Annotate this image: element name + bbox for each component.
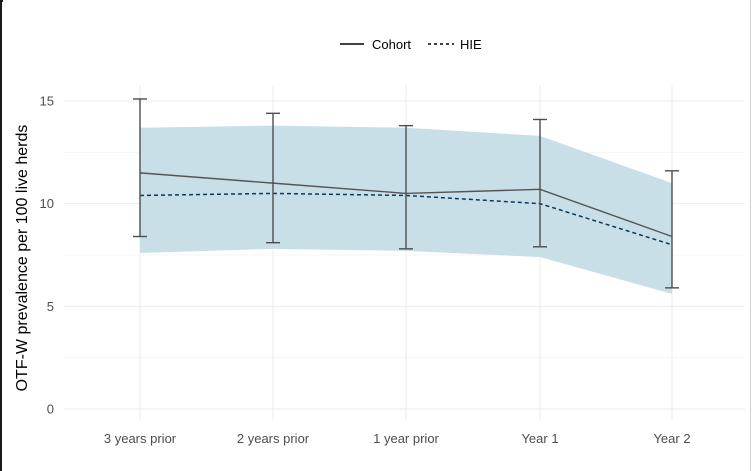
x-tick-label-0: 3 years prior [104,431,177,446]
legend-label-cohort: Cohort [372,37,411,52]
y-tick-label-3: 15 [40,94,54,109]
y-axis-label: OTF-W prevalence per 100 live herds [14,125,31,392]
legend-label-hie: HIE [460,37,482,52]
y-tick-labels: 0 5 10 15 [40,94,54,417]
y-tick-label-0: 0 [47,402,54,417]
y-tick-label-2: 10 [40,196,54,211]
x-tick-label-3: Year 1 [521,431,558,446]
x-tick-label-4: Year 2 [653,431,690,446]
frame-left-border [0,0,2,471]
x-tick-labels: 3 years prior 2 years prior 1 year prior Ye… [104,431,691,446]
y-tick-label-1: 5 [47,299,54,314]
x-tick-label-2: 1 year prior [373,431,439,446]
frame-top-border [0,0,3,2]
frame-right-border [750,0,751,471]
x-tick-label-1: 2 years prior [237,431,310,446]
error-bars [133,98,679,289]
legend: Cohort HIE [340,37,482,52]
